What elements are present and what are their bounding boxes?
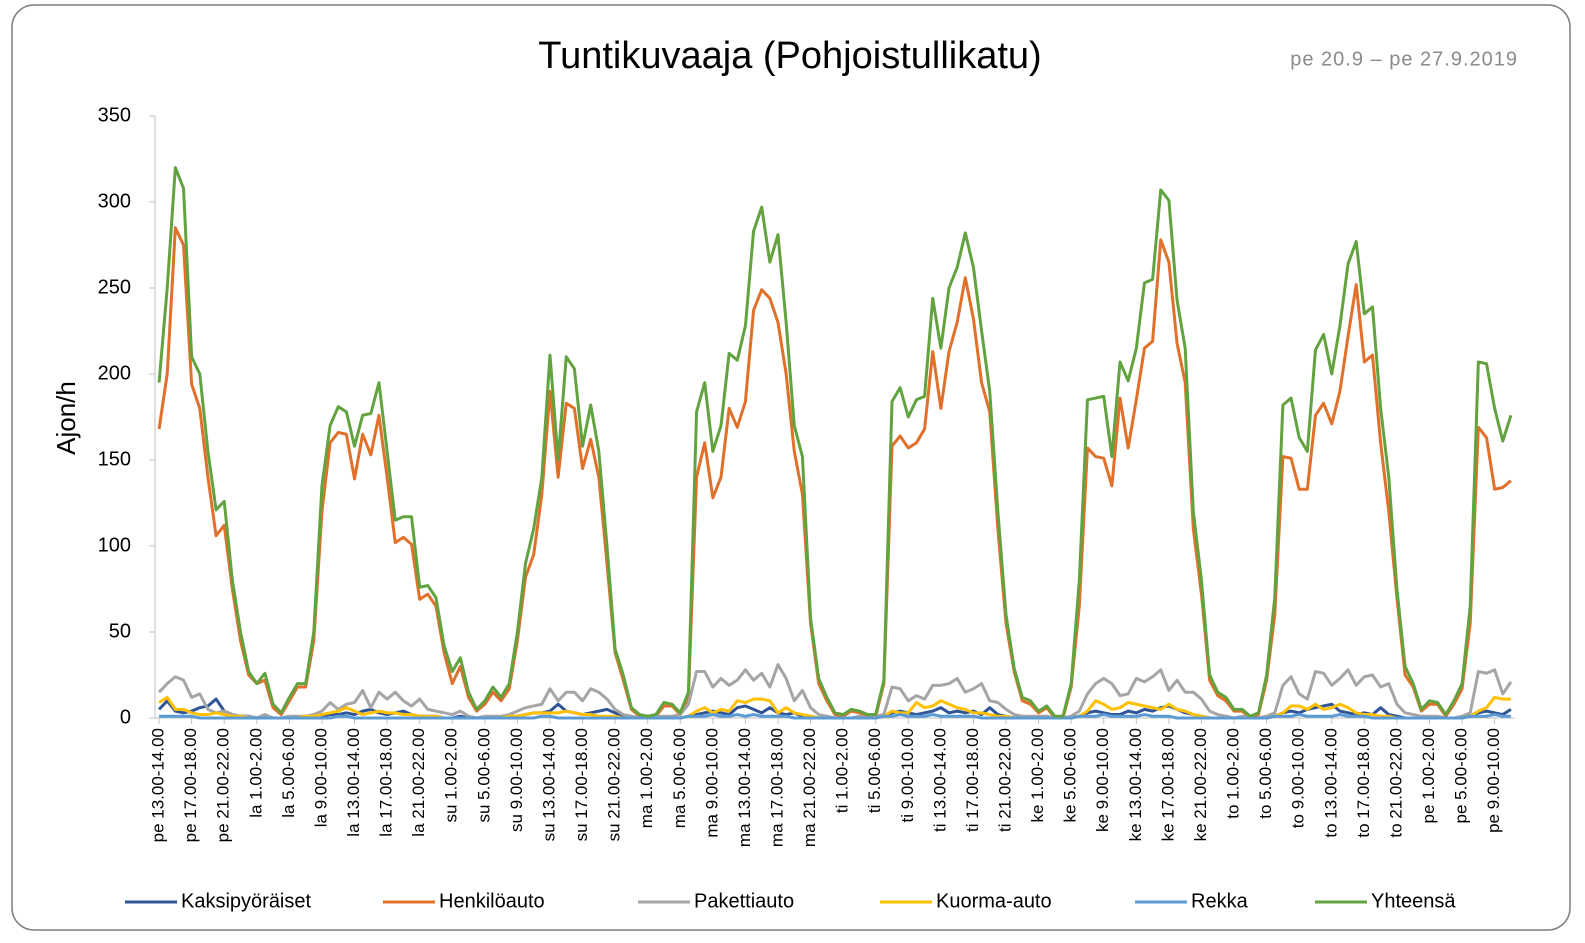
x-tick-label: pe 17.00-18.00 [181, 728, 200, 842]
y-tick-label: 200 [98, 362, 131, 384]
x-tick-label: la 5.00-6.00 [279, 728, 298, 818]
y-tick-label: 150 [98, 448, 131, 470]
x-tick-label: ma 17.00-18.00 [767, 728, 786, 847]
x-tick-label: ti 17.00-18.00 [963, 728, 982, 832]
x-tick-label: su 17.00-18.00 [572, 728, 591, 841]
y-tick-label: 0 [120, 706, 131, 728]
x-tick-label: ma 21.00-22.00 [800, 728, 819, 847]
x-tick-label: ti 21.00-22.00 [996, 728, 1015, 832]
x-tick-label: ke 5.00-6.00 [1061, 728, 1080, 823]
series-line [157, 226, 1512, 720]
x-tick-label: pe 21.00-22.00 [214, 728, 233, 842]
y-tick-label: 350 [98, 104, 131, 126]
x-tick-label: to 21.00-22.00 [1386, 728, 1405, 838]
y-tick-label: 300 [98, 190, 131, 212]
x-tick-label: ti 9.00-10.00 [898, 728, 917, 823]
x-tick-label: to 13.00-14.00 [1321, 728, 1340, 838]
legend-label: Kuorma-auto [936, 890, 1052, 912]
x-tick-label: to 5.00-6.00 [1256, 728, 1275, 819]
y-tick-label: 50 [109, 620, 131, 642]
series-line [157, 166, 1513, 718]
x-tick-label: su 5.00-6.00 [474, 728, 493, 823]
x-tick-label: to 17.00-18.00 [1354, 728, 1373, 838]
legend-label: Pakettiauto [694, 890, 794, 912]
x-tick-label: ma 13.00-14.00 [735, 728, 754, 847]
x-tick-label: ma 9.00-10.00 [702, 728, 721, 838]
x-tick-label: su 9.00-10.00 [507, 728, 526, 832]
x-tick-label: la 17.00-18.00 [377, 728, 396, 837]
x-tick-label: ti 13.00-14.00 [930, 728, 949, 832]
y-tick-label: 250 [98, 276, 131, 298]
legend-label: Yhteensä [1371, 890, 1456, 912]
x-tick-label: su 21.00-22.00 [605, 728, 624, 841]
legend-label: Kaksipyöräiset [181, 890, 312, 912]
x-tick-label: ti 5.00-6.00 [865, 728, 884, 813]
y-axis-label: Ajon/h [51, 381, 81, 455]
y-tick-label: 100 [98, 534, 131, 556]
chart-subtitle: pe 20.9 – pe 27.9.2019 [1290, 48, 1518, 70]
x-tick-label: pe 5.00-6.00 [1452, 728, 1471, 823]
series-line [159, 713, 1511, 720]
x-tick-label: pe 9.00-10.00 [1484, 728, 1503, 833]
chart-title: Tuntikuvaaja (Pohjoistullikatu) [538, 35, 1041, 77]
x-tick-label: la 21.00-22.00 [409, 728, 428, 837]
x-tick-label: la 9.00-10.00 [311, 728, 330, 827]
x-tick-label: ke 17.00-18.00 [1158, 728, 1177, 841]
x-tick-label: to 9.00-10.00 [1289, 728, 1308, 828]
legend-label: Rekka [1191, 890, 1249, 912]
x-tick-label: su 13.00-14.00 [539, 728, 558, 841]
x-tick-label: la 13.00-14.00 [344, 728, 363, 837]
x-tick-label: ke 9.00-10.00 [1093, 728, 1112, 832]
x-tick-label: ma 1.00-2.00 [637, 728, 656, 828]
x-tick-label: ti 1.00-2.00 [833, 728, 852, 813]
legend-label: Henkilöauto [439, 890, 545, 912]
x-tick-label: ke 1.00-2.00 [1028, 728, 1047, 823]
x-tick-label: la 1.00-2.00 [246, 728, 265, 818]
x-tick-label: to 1.00-2.00 [1224, 728, 1243, 819]
x-tick-label: pe 1.00-2.00 [1419, 728, 1438, 823]
x-tick-label: ma 5.00-6.00 [670, 728, 689, 828]
x-tick-label: ke 13.00-14.00 [1126, 728, 1145, 841]
x-tick-label: pe 13.00-14.00 [149, 728, 168, 842]
x-tick-label: su 1.00-2.00 [442, 728, 461, 823]
x-tick-label: ke 21.00-22.00 [1191, 728, 1210, 841]
